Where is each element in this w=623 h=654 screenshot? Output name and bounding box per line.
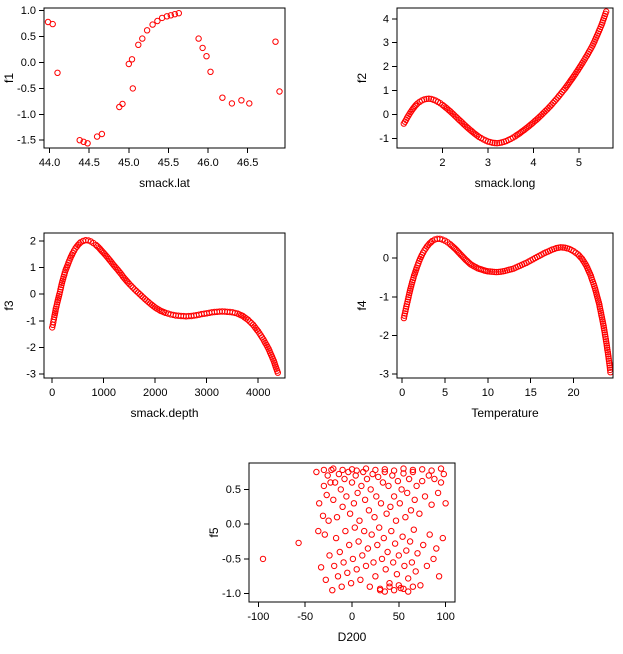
x-tick-label: 100 <box>436 611 454 623</box>
plot-box <box>43 7 286 149</box>
data-points <box>400 8 610 147</box>
data-points <box>259 465 449 595</box>
y-tick-label: 1.0 <box>21 5 36 17</box>
y-tick-label: -3 <box>379 369 389 381</box>
plot-f5-vs-d200: -100 -50 0 50 100 -1.0 -0.5 0.0 0.5 D200 f5 <box>205 455 465 654</box>
y-tick-label: 0 <box>383 109 389 121</box>
plot-box <box>396 232 614 379</box>
plot-f4-vs-temperature: 0 5 10 15 20 -3 -2 -1 0 Temperature f4 <box>353 225 623 430</box>
x-tick-label: -100 <box>247 611 269 623</box>
x-tick-label: 44.5 <box>78 157 99 169</box>
data-points <box>400 235 614 376</box>
chart-canvas: 0 1000 2000 3000 4000 -3 -2 -1 0 1 2 smack.depth f3 <box>2 232 286 420</box>
x-tick-label: 0 <box>49 387 55 399</box>
x-axis-label: D200 <box>338 630 367 644</box>
y-tick-label: -2 <box>379 330 389 342</box>
y-tick-label: -1 <box>26 315 36 327</box>
x-tick-label: 4 <box>530 157 536 169</box>
x-tick-label: 2000 <box>143 387 167 399</box>
x-tick-label: 45.5 <box>158 157 179 169</box>
y-tick-label: 1 <box>30 262 36 274</box>
y-tick-label: 4 <box>383 13 389 25</box>
chart-canvas: 2 3 4 5 -1 0 1 2 3 4 smack.long f2 <box>355 7 614 190</box>
y-axis-label: f3 <box>2 300 16 310</box>
y-tick-label: 3 <box>383 37 389 49</box>
x-axis-label: smack.depth <box>130 406 198 420</box>
y-tick-label: -1.0 <box>222 588 241 600</box>
y-tick-label: 2 <box>30 235 36 247</box>
x-tick-label: 45.0 <box>118 157 139 169</box>
y-tick-label: 0.0 <box>226 519 241 531</box>
x-tick-label: 3 <box>485 157 491 169</box>
x-axis-label: Temperature <box>471 406 539 420</box>
x-tick-label: 3000 <box>194 387 218 399</box>
x-axis-label: smack.lat <box>139 176 190 190</box>
plot-f2-vs-smack-long: 2 3 4 5 -1 0 1 2 3 4 smack.long f2 <box>353 0 623 200</box>
y-axis-label: f2 <box>355 73 369 83</box>
x-tick-label: 50 <box>393 611 405 623</box>
x-tick-label: 44.0 <box>39 157 60 169</box>
x-tick-label: 20 <box>567 387 579 399</box>
data-points <box>44 10 283 147</box>
y-tick-label: -1.5 <box>17 135 36 147</box>
y-tick-label: -0.5 <box>17 83 36 95</box>
y-tick-label: -1.0 <box>17 109 36 121</box>
y-tick-label: -2 <box>26 342 36 354</box>
plot-f3-vs-smack-depth: 0 1000 2000 3000 4000 -3 -2 -1 0 1 2 smack.depth f3 <box>0 225 295 430</box>
x-tick-label: 5 <box>442 387 448 399</box>
plot-box <box>396 7 614 149</box>
chart-canvas: 0 5 10 15 20 -3 -2 -1 0 Temperature f4 <box>355 232 614 420</box>
y-axis-label: f1 <box>2 73 16 83</box>
y-axis-label: f5 <box>207 527 221 537</box>
x-tick-label: 15 <box>525 387 537 399</box>
y-tick-label: 0 <box>30 289 36 301</box>
data-points <box>49 237 281 376</box>
y-tick-label: 2 <box>383 61 389 73</box>
x-tick-label: -50 <box>297 611 313 623</box>
plot-box <box>43 232 286 379</box>
x-tick-label: 0 <box>349 611 355 623</box>
x-tick-label: 46.0 <box>197 157 218 169</box>
plot-f1-vs-smack-lat: 44.0 44.5 45.0 45.5 46.0 46.5 -1.5 -1.0 -0.5 0.0 0… <box>0 0 295 200</box>
chart-canvas: -100 -50 0 50 100 -1.0 -0.5 0.0 0.5 D200 f5 <box>207 462 456 644</box>
x-tick-label: 0 <box>399 387 405 399</box>
y-tick-label: -1 <box>379 291 389 303</box>
x-tick-label: 2 <box>439 157 445 169</box>
x-tick-label: 1000 <box>91 387 115 399</box>
x-tick-label: 10 <box>482 387 494 399</box>
x-tick-label: 4000 <box>246 387 270 399</box>
x-axis-label: smack.long <box>475 176 536 190</box>
x-tick-label: 5 <box>576 157 582 169</box>
y-tick-label: -1 <box>379 133 389 145</box>
y-axis-label: f4 <box>355 300 369 310</box>
y-tick-label: 0.5 <box>226 484 241 496</box>
y-tick-label: -0.5 <box>222 553 241 565</box>
y-tick-label: 0 <box>383 253 389 265</box>
chart-canvas: 44.0 44.5 45.0 45.5 46.0 46.5 -1.5 -1.0 -0.5 0.0 0… <box>2 5 286 190</box>
y-tick-label: -3 <box>26 369 36 381</box>
y-tick-label: 0.0 <box>21 57 36 69</box>
y-tick-label: 1 <box>383 85 389 97</box>
x-tick-label: 46.5 <box>237 157 258 169</box>
y-tick-label: 0.5 <box>21 31 36 43</box>
